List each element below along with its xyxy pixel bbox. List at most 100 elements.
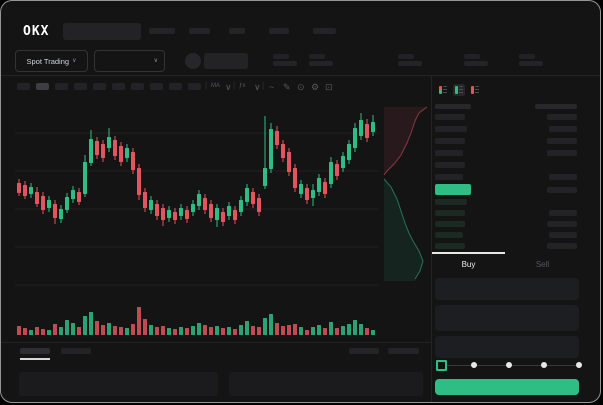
slider-step-dot[interactable]: [541, 362, 547, 368]
toolbar-separator: |: [262, 81, 265, 90]
candle-body: [227, 206, 231, 216]
timeframe-button[interactable]: [93, 83, 106, 90]
volume-bar: [365, 328, 369, 335]
stat-label-placeholder: [309, 54, 325, 59]
stat-label-placeholder: [398, 54, 414, 59]
volume-bar: [89, 312, 93, 335]
timeframe-button[interactable]: [55, 83, 68, 90]
nav-item-placeholder[interactable]: [269, 28, 289, 34]
trade-input-field[interactable]: [435, 336, 579, 358]
volume-bar: [341, 326, 345, 335]
settings-icon[interactable]: ⚙: [311, 82, 320, 92]
timeframe-button[interactable]: [131, 83, 144, 90]
orderbook-bid-amount[interactable]: [547, 221, 577, 227]
orderbook-bid-amount[interactable]: [547, 243, 577, 249]
search-input[interactable]: [63, 23, 141, 40]
tab-buy[interactable]: Buy: [432, 252, 505, 272]
orderbook-ask-price[interactable]: [435, 138, 465, 144]
chevron-down-icon[interactable]: ∨: [225, 82, 232, 92]
ma-indicator-icon[interactable]: MA: [211, 83, 220, 89]
orderbook-bid-amount[interactable]: [549, 210, 577, 216]
slider-step-dot[interactable]: [506, 362, 512, 368]
depth-asks-area: [384, 107, 427, 175]
orderbook-bid-price[interactable]: [435, 232, 463, 238]
candle-body: [353, 128, 357, 148]
orderbook-asks-view[interactable]: [469, 84, 481, 96]
candle-body: [215, 208, 219, 220]
candle-body: [233, 210, 237, 220]
orderbook-ask-price[interactable]: [435, 126, 467, 132]
timeframe-button[interactable]: [150, 83, 163, 90]
orderbook-ask-price[interactable]: [435, 174, 463, 180]
orderbook-ask-amount[interactable]: [549, 126, 577, 132]
chevron-down-icon[interactable]: ∨: [254, 82, 261, 92]
orderbook-bids-view[interactable]: [453, 84, 465, 96]
depth-bids-area: [384, 179, 423, 281]
volume-bar: [299, 327, 303, 335]
pair-select[interactable]: ∨: [94, 50, 165, 72]
orderbook-ask-price[interactable]: [435, 162, 465, 168]
slider-handle[interactable]: [436, 360, 447, 371]
timeframe-button[interactable]: [112, 83, 125, 90]
timeframe-button[interactable]: [188, 83, 201, 90]
camera-icon[interactable]: ⊙: [297, 82, 305, 92]
nav-item-placeholder[interactable]: [229, 28, 245, 34]
orderbook-ask-amount[interactable]: [549, 174, 577, 180]
stat-label-placeholder: [273, 54, 289, 59]
volume-bar: [209, 327, 213, 335]
orderbook-combined-view[interactable]: [437, 84, 449, 96]
candle-body: [305, 188, 309, 200]
buy-submit-button[interactable]: [435, 379, 579, 395]
trade-input-field[interactable]: [435, 278, 579, 300]
candle-body: [59, 209, 63, 219]
orders-tab[interactable]: [61, 348, 91, 354]
orderbook-ask-amount[interactable]: [547, 138, 577, 144]
volume-bar: [317, 325, 321, 335]
orderbook-bid-amount[interactable]: [549, 232, 577, 238]
volume-bar: [53, 324, 57, 335]
volume-bar: [359, 324, 363, 335]
orderbook-bid-price[interactable]: [435, 210, 465, 216]
orderbook-last-price[interactable]: [435, 184, 471, 195]
nav-item-placeholder[interactable]: [313, 28, 336, 34]
line-style-icon[interactable]: ~: [269, 82, 275, 92]
orderbook-ask-amount[interactable]: [547, 114, 577, 120]
nav-item-placeholder[interactable]: [149, 28, 175, 34]
tab-sell[interactable]: Sell: [535, 260, 550, 269]
orders-tab[interactable]: [20, 348, 50, 354]
candle-body: [299, 184, 303, 194]
slider-step-dot[interactable]: [471, 362, 477, 368]
candle-body: [29, 187, 33, 194]
orderbook-ask-amount[interactable]: [547, 150, 577, 156]
trade-input-field[interactable]: [435, 305, 579, 331]
market-type-selector[interactable]: Spot Trading ∨: [15, 50, 88, 72]
orderbook-ask-price[interactable]: [435, 114, 465, 120]
candle-body: [173, 212, 177, 220]
orderbook-bid-price[interactable]: [435, 221, 465, 227]
volume-bar: [203, 325, 207, 335]
slider-step-dot[interactable]: [576, 362, 582, 368]
orderbook-bid-price[interactable]: [435, 243, 465, 249]
candlestick-chart-canvas[interactable]: [15, 99, 431, 339]
volume-bar: [239, 325, 243, 335]
candle-body: [209, 204, 213, 218]
orders-toolbar-item[interactable]: [349, 348, 379, 354]
volume-bar: [35, 327, 39, 335]
orderbook-bid-price[interactable]: [435, 199, 467, 205]
volume-bar: [173, 329, 177, 335]
timeframe-button[interactable]: [17, 83, 30, 90]
fullscreen-icon[interactable]: ⊡: [325, 82, 333, 92]
timeframe-button[interactable]: [169, 83, 182, 90]
trade-tabs: Buy Sell: [432, 252, 579, 270]
timeframe-button[interactable]: [36, 83, 49, 90]
toolbar-separator: |: [233, 81, 236, 90]
orders-toolbar-item[interactable]: [388, 348, 419, 354]
fx-indicator-icon[interactable]: ƒx: [239, 83, 246, 89]
timeframe-button[interactable]: [74, 83, 87, 90]
volume-bar: [101, 325, 105, 335]
volume-bar: [257, 327, 261, 335]
nav-item-placeholder[interactable]: [189, 28, 210, 34]
draw-icon[interactable]: ✎: [283, 82, 291, 92]
orderbook-icon-color-column: [471, 86, 474, 94]
orderbook-ask-price[interactable]: [435, 150, 463, 156]
